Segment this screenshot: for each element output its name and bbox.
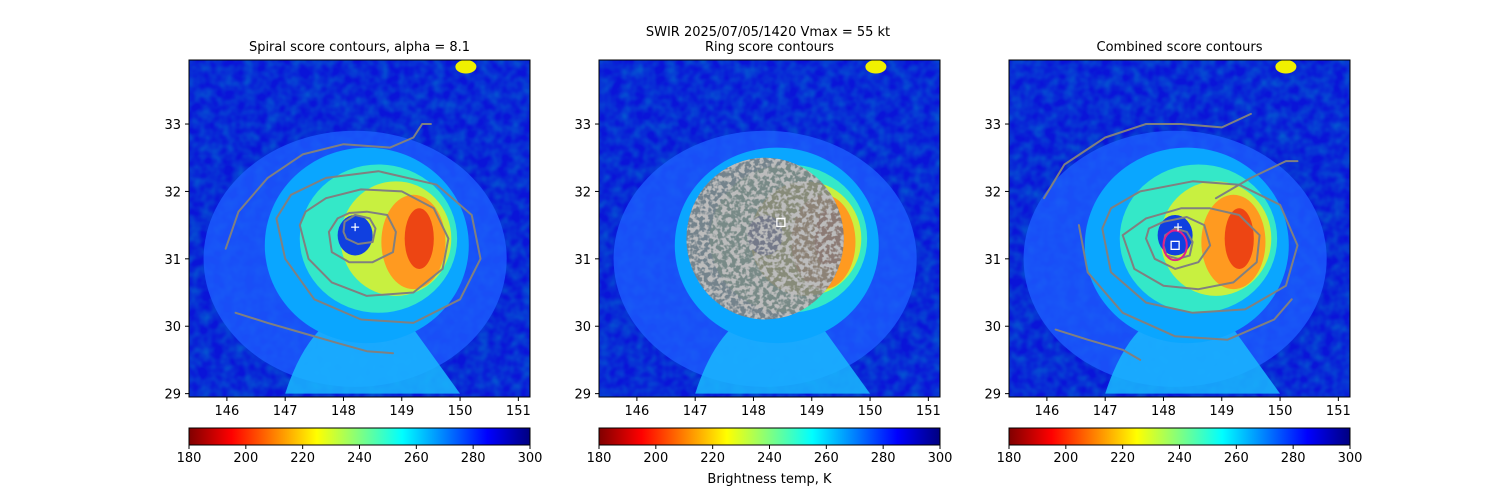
y-tick-label: 31 <box>984 253 1001 268</box>
colorbar-tick-label: 180 <box>997 451 1022 466</box>
y-tick-label: 29 <box>164 388 181 403</box>
colorbar-tick-label: 240 <box>757 451 782 466</box>
colorbar-tick-label: 240 <box>347 451 372 466</box>
y-tick-label: 33 <box>164 118 181 133</box>
colorbar-tick-label: 300 <box>518 451 543 466</box>
colorbar-tick-label: 200 <box>233 451 258 466</box>
x-tick-label: 151 <box>506 404 531 419</box>
cloud-cell-north <box>865 60 887 74</box>
cloud-cell-north <box>455 60 477 74</box>
y-tick-label: 30 <box>574 320 591 335</box>
cloud-core-coldest <box>1224 208 1254 269</box>
colorbar-tick-label: 180 <box>587 451 612 466</box>
x-tick-label: 151 <box>916 404 941 419</box>
y-tick-label: 33 <box>574 118 591 133</box>
x-tick-label: 150 <box>448 404 473 419</box>
x-tick-label: 149 <box>389 404 414 419</box>
colorbar: 180 200 220 240 260 280 300 <box>997 427 1363 466</box>
colorbar-gradient <box>1008 427 1351 446</box>
x-tick-label: 147 <box>1093 404 1118 419</box>
contour-line <box>224 123 432 250</box>
colorbar-tick-label: 180 <box>177 451 202 466</box>
colorbar-label: Brightness temp, K <box>707 472 832 487</box>
x-tick-label: 146 <box>624 404 649 419</box>
center-square-marker <box>1170 240 1180 251</box>
x-tick-label: 148 <box>741 404 766 419</box>
cloud-core-coldest <box>404 208 434 269</box>
colorbar-tick-label: 220 <box>290 451 315 466</box>
colorbar: 180 200 220 240 260 280 300 <box>177 427 543 466</box>
panel-title: Ring score contours <box>705 40 834 55</box>
x-tick-label: 148 <box>1151 404 1176 419</box>
contour-line <box>275 170 482 324</box>
x-tick-label: 150 <box>858 404 883 419</box>
contour-line <box>1121 207 1261 291</box>
panel-title: Spiral score contours, alpha = 8.1 <box>249 40 470 55</box>
cloud-cell-north <box>1275 60 1297 74</box>
y-tick-label: 29 <box>984 388 1001 403</box>
x-tick-label: 147 <box>683 404 708 419</box>
y-tick-label: 30 <box>984 320 1001 335</box>
contour-line <box>1054 328 1142 361</box>
colorbar-tick-label: 240 <box>1167 451 1192 466</box>
colorbar-tick-label: 300 <box>1338 451 1363 466</box>
x-tick-label: 147 <box>273 404 298 419</box>
colorbar-tick-label: 300 <box>928 451 953 466</box>
y-tick-label: 31 <box>164 253 181 268</box>
y-tick-label: 32 <box>574 185 591 200</box>
figure-suptitle: SWIR 2025/07/05/1420 Vmax = 55 kt <box>646 25 890 40</box>
ir-image <box>599 60 940 397</box>
colorbar-tick-label: 220 <box>1110 451 1135 466</box>
axes-frame <box>1008 59 1351 398</box>
y-tick-label: 30 <box>164 320 181 335</box>
eye <box>1157 215 1193 256</box>
colorbar-tick-label: 260 <box>1224 451 1249 466</box>
panel-3: Combined score contours 146 147 148 149 150 15… <box>984 40 1362 466</box>
contour-line <box>1145 216 1212 270</box>
panel-title: Combined score contours <box>1097 40 1263 55</box>
contour-line <box>234 311 394 355</box>
colorbar-tick-label: 260 <box>404 451 429 466</box>
contour-line <box>1214 160 1299 200</box>
colorbar-gradient <box>188 427 531 446</box>
y-tick-label: 32 <box>164 185 181 200</box>
y-tick-label: 29 <box>574 388 591 403</box>
panel-2: Ring score contours 146 147 148 149 150 151 29 3… <box>574 40 952 487</box>
colorbar-tick-label: 200 <box>1053 451 1078 466</box>
colorbar-tick-label: 280 <box>461 451 486 466</box>
y-tick-label: 33 <box>984 118 1001 133</box>
colorbar-tick-label: 220 <box>700 451 725 466</box>
contour-line <box>327 210 397 264</box>
contour-line <box>1043 112 1252 200</box>
ring-score-texture <box>686 157 844 320</box>
colorbar-tick-label: 260 <box>814 451 839 466</box>
panel-1: Spiral score contours, alpha = 8.1 146 147… <box>164 40 542 466</box>
x-tick-label: 150 <box>1268 404 1293 419</box>
center-square-marker <box>776 217 786 228</box>
x-tick-label: 148 <box>331 404 356 419</box>
y-tick-label: 32 <box>984 185 1001 200</box>
x-tick-label: 149 <box>1209 404 1234 419</box>
ir-image <box>1009 60 1350 397</box>
contour-line <box>1077 224 1293 341</box>
x-tick-label: 149 <box>799 404 824 419</box>
axes-frame <box>598 59 941 398</box>
axes-frame <box>188 59 531 398</box>
colorbar: 180 200 220 240 260 280 300 Brightness temp, K <box>587 427 953 487</box>
colorbar-gradient <box>598 427 941 446</box>
contour-line <box>342 214 377 245</box>
x-tick-label: 146 <box>1034 404 1059 419</box>
contour-line <box>1101 180 1299 314</box>
colorbar-tick-label: 280 <box>871 451 896 466</box>
eye <box>337 215 373 256</box>
x-tick-label: 146 <box>214 404 239 419</box>
colorbar-tick-label: 280 <box>1281 451 1306 466</box>
x-tick-label: 151 <box>1326 404 1351 419</box>
contour-line <box>298 188 450 297</box>
center-contour <box>1162 229 1188 262</box>
ir-image <box>189 60 530 397</box>
y-tick-label: 31 <box>574 253 591 268</box>
colorbar-tick-label: 200 <box>643 451 668 466</box>
